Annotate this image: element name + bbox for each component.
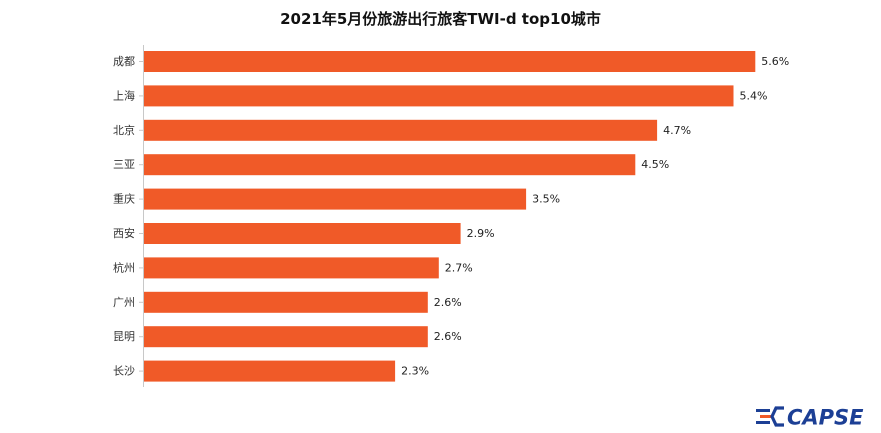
bar-5	[144, 223, 461, 244]
value-label-2: 4.7%	[663, 124, 691, 137]
bar-6	[144, 257, 439, 279]
value-label-4: 3.5%	[532, 193, 560, 206]
capse-logo-icon	[756, 406, 784, 427]
logo-text: CAPSE	[787, 406, 864, 430]
bar-7	[144, 291, 428, 313]
category-label-9: 长沙	[113, 365, 135, 378]
value-label-3: 4.5%	[641, 158, 669, 171]
category-label-0: 成都	[113, 55, 135, 68]
value-label-8: 2.6%	[434, 330, 462, 343]
bar-0	[144, 51, 756, 72]
bar-4	[144, 188, 527, 210]
bar-1	[144, 85, 734, 107]
capse-logo: CAPSE	[756, 406, 864, 430]
category-label-2: 北京	[113, 123, 135, 137]
category-label-8: 昆明	[113, 330, 135, 343]
value-label-1: 5.4%	[740, 89, 768, 102]
category-label-6: 杭州	[113, 260, 135, 274]
value-label-7: 2.6%	[434, 296, 462, 309]
chart-title: 2021年5月份旅游出行旅客TWI-d top10城市	[280, 10, 601, 28]
bar-9	[144, 360, 396, 382]
category-label-4: 重庆	[113, 192, 135, 206]
value-label-5: 2.9%	[467, 227, 495, 240]
category-label-5: 西安	[113, 226, 135, 240]
category-label-3: 三亚	[113, 158, 135, 171]
bar-2	[144, 119, 658, 141]
bar-8	[144, 326, 428, 348]
bar-3	[144, 154, 636, 176]
bars-layer: 成都 5.6% 上海 5.4% 北京 4.7% 三亚 4.5% 重庆 3.5% 西安 2.9% 杭州 2.…	[113, 51, 789, 382]
value-label-6: 2.7%	[445, 261, 473, 274]
value-label-0: 5.6%	[761, 55, 789, 68]
value-label-9: 2.3%	[401, 365, 429, 378]
category-label-1: 上海	[113, 88, 135, 102]
category-label-7: 广州	[113, 296, 135, 309]
